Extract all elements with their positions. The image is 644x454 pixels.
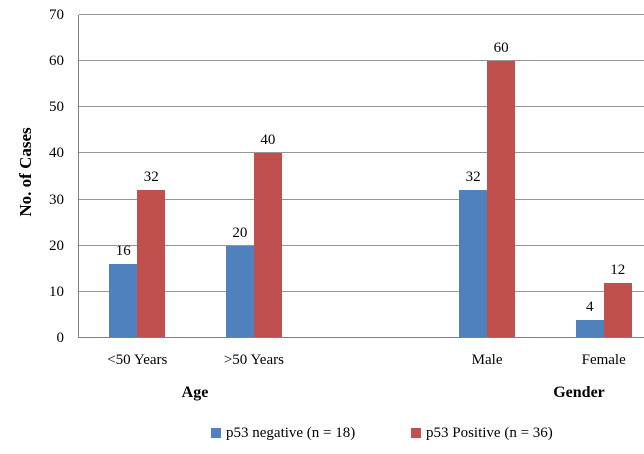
bar-p53-negative-n-18-male — [459, 190, 488, 338]
bar-p53-negative-n-18-50-years — [109, 264, 138, 338]
y-axis-tick-label: 40 — [49, 145, 64, 162]
legend-item-p53-positive-n-36: p53 Positive (n = 36) — [411, 424, 553, 442]
legend-label: p53 negative (n = 18) — [226, 425, 356, 441]
group-label-gender: Gender — [553, 384, 605, 401]
category-label-male: Male — [471, 352, 503, 368]
data-label-p53-negative-n-18-male: 32 — [465, 169, 481, 186]
gridline — [79, 14, 644, 15]
gridline — [79, 60, 644, 62]
y-axis-tick-label: 10 — [49, 283, 64, 300]
bar-p53-negative-n-18-female — [575, 319, 604, 338]
gridline — [79, 152, 644, 154]
legend-swatch-p53-negative-n-18 — [211, 428, 221, 438]
category-label-50-years: >50 Years — [223, 352, 284, 368]
legend-swatch-p53-positive-n-36 — [411, 428, 421, 438]
group-label-age: Age — [181, 384, 209, 401]
y-axis-tick-label: 0 — [56, 330, 65, 346]
gridline — [79, 244, 644, 246]
y-axis-tick-label: 30 — [49, 191, 64, 208]
data-label-p53-positive-n-36-50-years: 40 — [260, 132, 276, 149]
data-label-p53-negative-n-18-female: 4 — [585, 298, 594, 315]
category-label-50-years: <50 Years — [107, 352, 168, 368]
bar-p53-positive-n-36-female — [603, 282, 632, 338]
legend-item-p53-negative-n-18: p53 negative (n = 18) — [211, 424, 355, 442]
bar-p53-positive-n-36-male — [487, 61, 516, 338]
legend-label: p53 Positive (n = 36) — [426, 425, 553, 441]
gridline — [79, 106, 644, 108]
y-axis-tick-label: 20 — [49, 237, 64, 254]
x-axis-line — [79, 337, 644, 338]
bar-p53-negative-n-18-50-years — [225, 245, 254, 338]
gridline — [79, 198, 644, 200]
data-label-p53-negative-n-18-50-years: 20 — [232, 224, 248, 241]
y-axis-tick-label: 60 — [49, 53, 64, 70]
data-label-p53-positive-n-36-50-years: 32 — [143, 169, 159, 186]
data-label-p53-positive-n-36-male: 60 — [493, 40, 509, 57]
data-label-p53-negative-n-18-50-years: 16 — [115, 243, 131, 260]
y-axis-tick-label: 50 — [49, 99, 64, 116]
y-axis-line — [78, 15, 79, 338]
bar-p53-positive-n-36-50-years — [137, 190, 166, 338]
category-label-female: Female — [581, 352, 626, 368]
bar-p53-positive-n-36-50-years — [253, 153, 282, 338]
data-label-p53-positive-n-36-female: 12 — [610, 261, 626, 278]
gridline — [79, 290, 644, 292]
y-axis-tick-label: 70 — [49, 7, 64, 23]
